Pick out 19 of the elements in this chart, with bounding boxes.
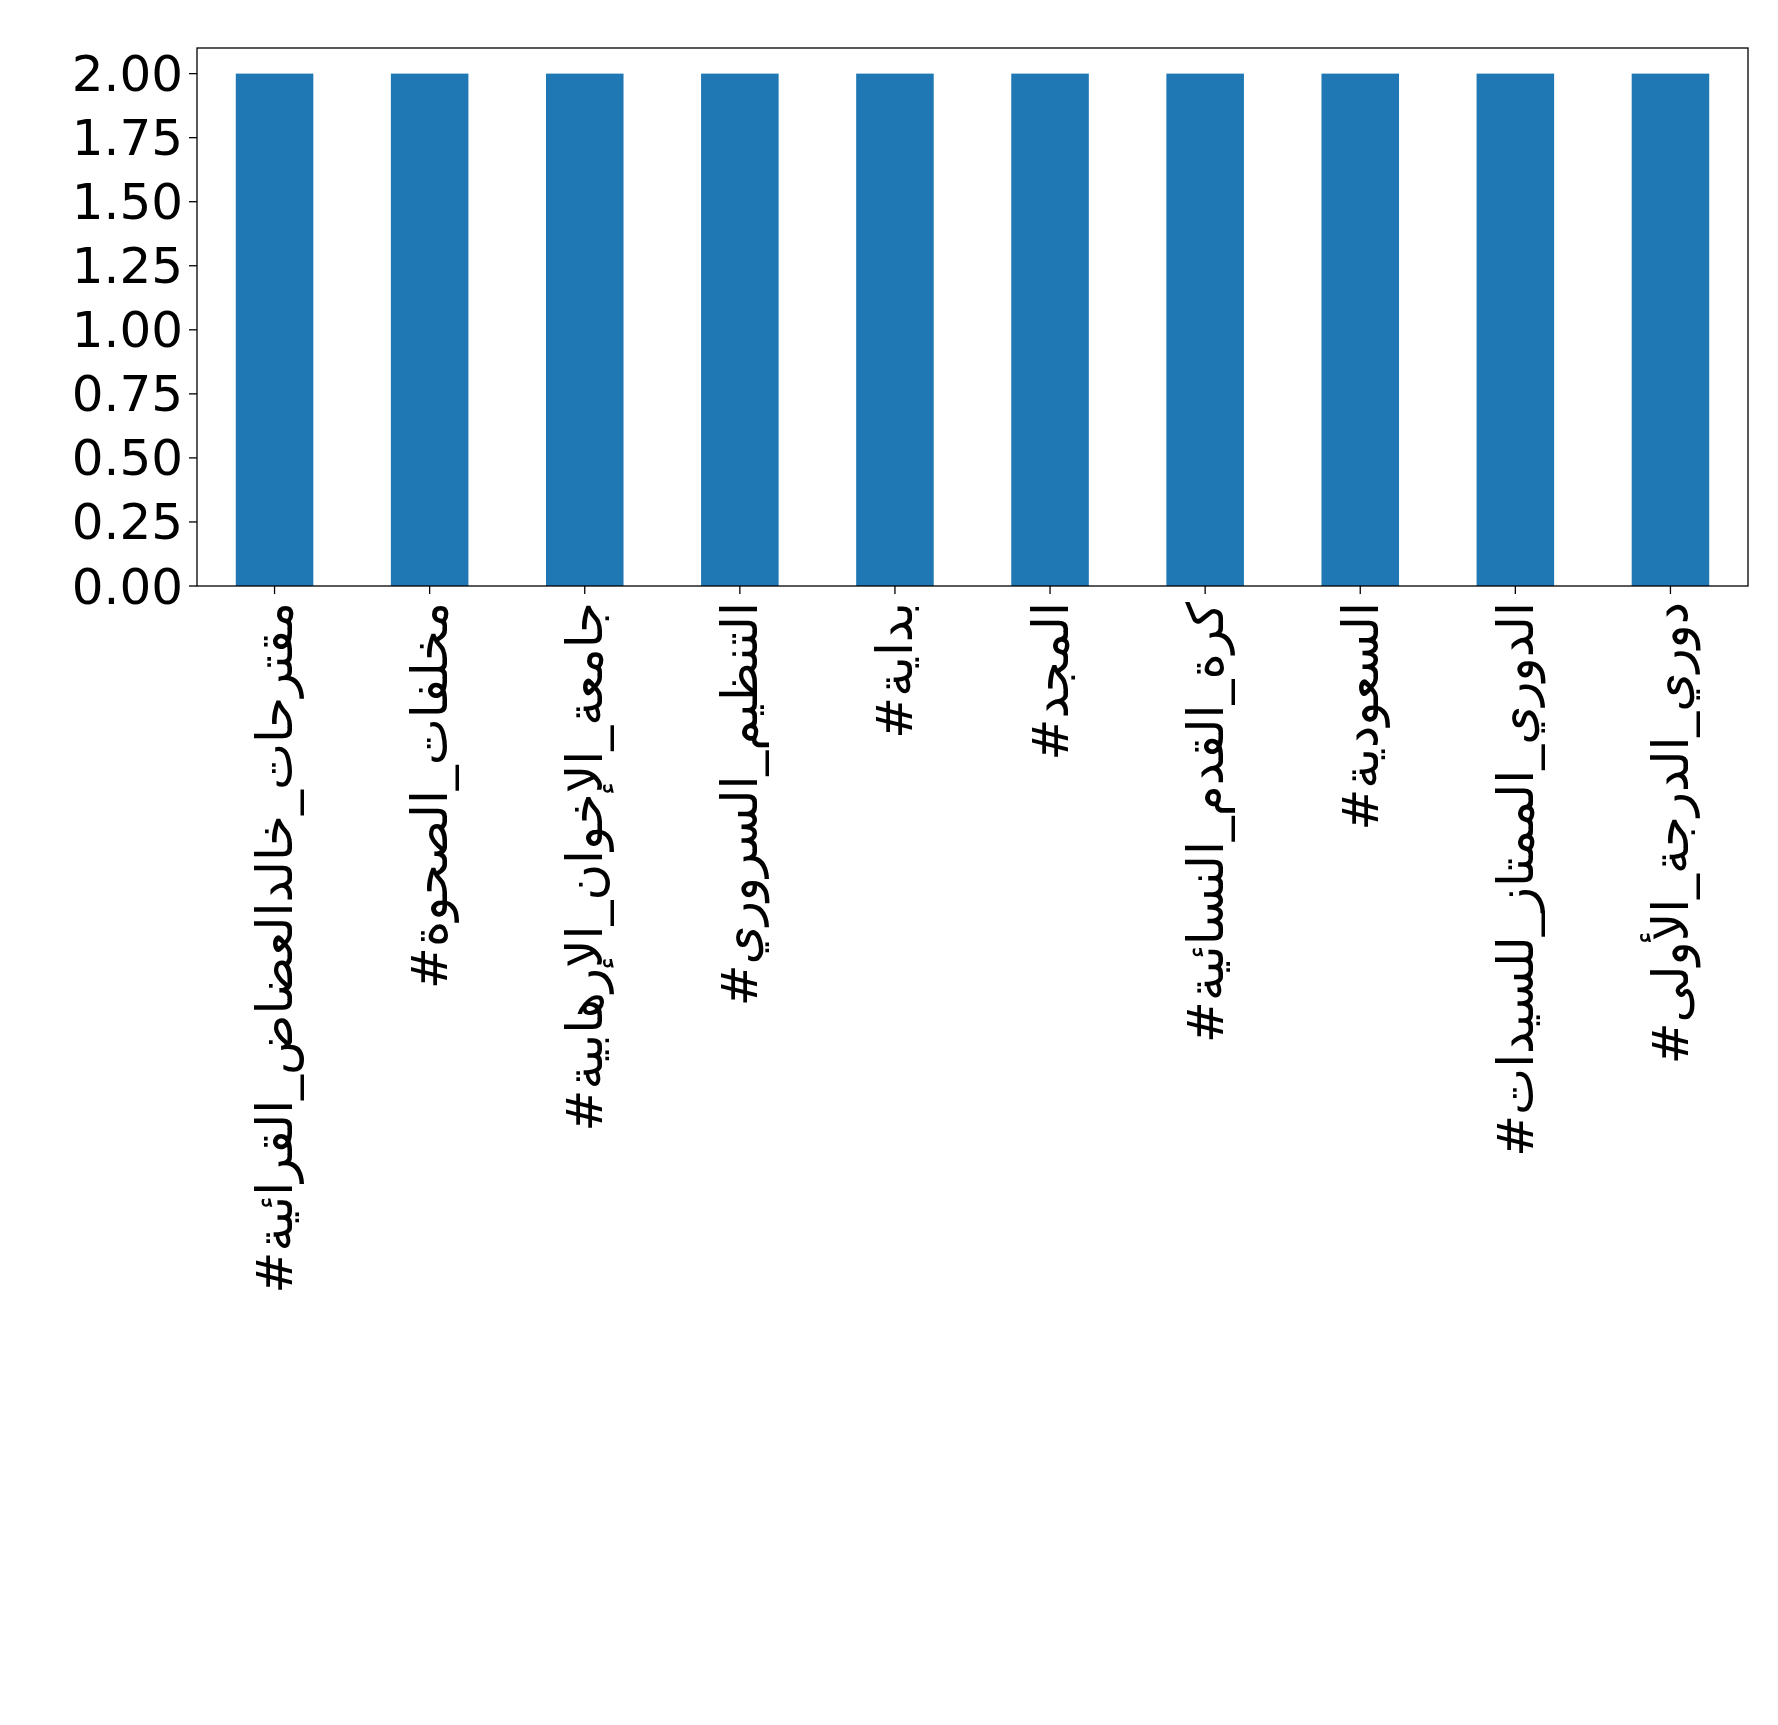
y-tick-label: 1.75 bbox=[71, 109, 183, 168]
x-tick-label: #السعودية bbox=[1331, 602, 1390, 831]
x-tick-label: #بداية bbox=[866, 602, 925, 739]
x-tick-label: #جامعة_الإخوان_الإرهابية bbox=[556, 602, 615, 1132]
x-tick-label: #دوري_الدرجة_الأولى bbox=[1639, 602, 1701, 1065]
y-tick-label: 2.00 bbox=[71, 45, 183, 104]
x-tick-label: #المجد bbox=[1021, 602, 1080, 761]
y-tick-label: 0.00 bbox=[71, 557, 183, 616]
x-tick-label: #الدوري_الممتاز_للسيدات bbox=[1486, 602, 1546, 1157]
y-tick-label: 1.00 bbox=[71, 301, 183, 360]
y-tick-label: 0.75 bbox=[71, 365, 183, 424]
x-tick-label: #مخلفات_الصحوة bbox=[401, 602, 460, 989]
y-tick-label: 1.50 bbox=[71, 173, 183, 232]
x-tick-label: #مقترحات_خالدالعضاض_القرائية bbox=[246, 602, 305, 1294]
x-tick-label: #التنظيم_السروري bbox=[711, 602, 771, 1007]
y-tick-label: 1.25 bbox=[71, 237, 183, 296]
y-tick-label: 0.50 bbox=[71, 429, 183, 488]
x-tick-label: #كرة_القدم_النسائية bbox=[1176, 601, 1235, 1043]
y-tick-label: 0.25 bbox=[71, 493, 183, 552]
